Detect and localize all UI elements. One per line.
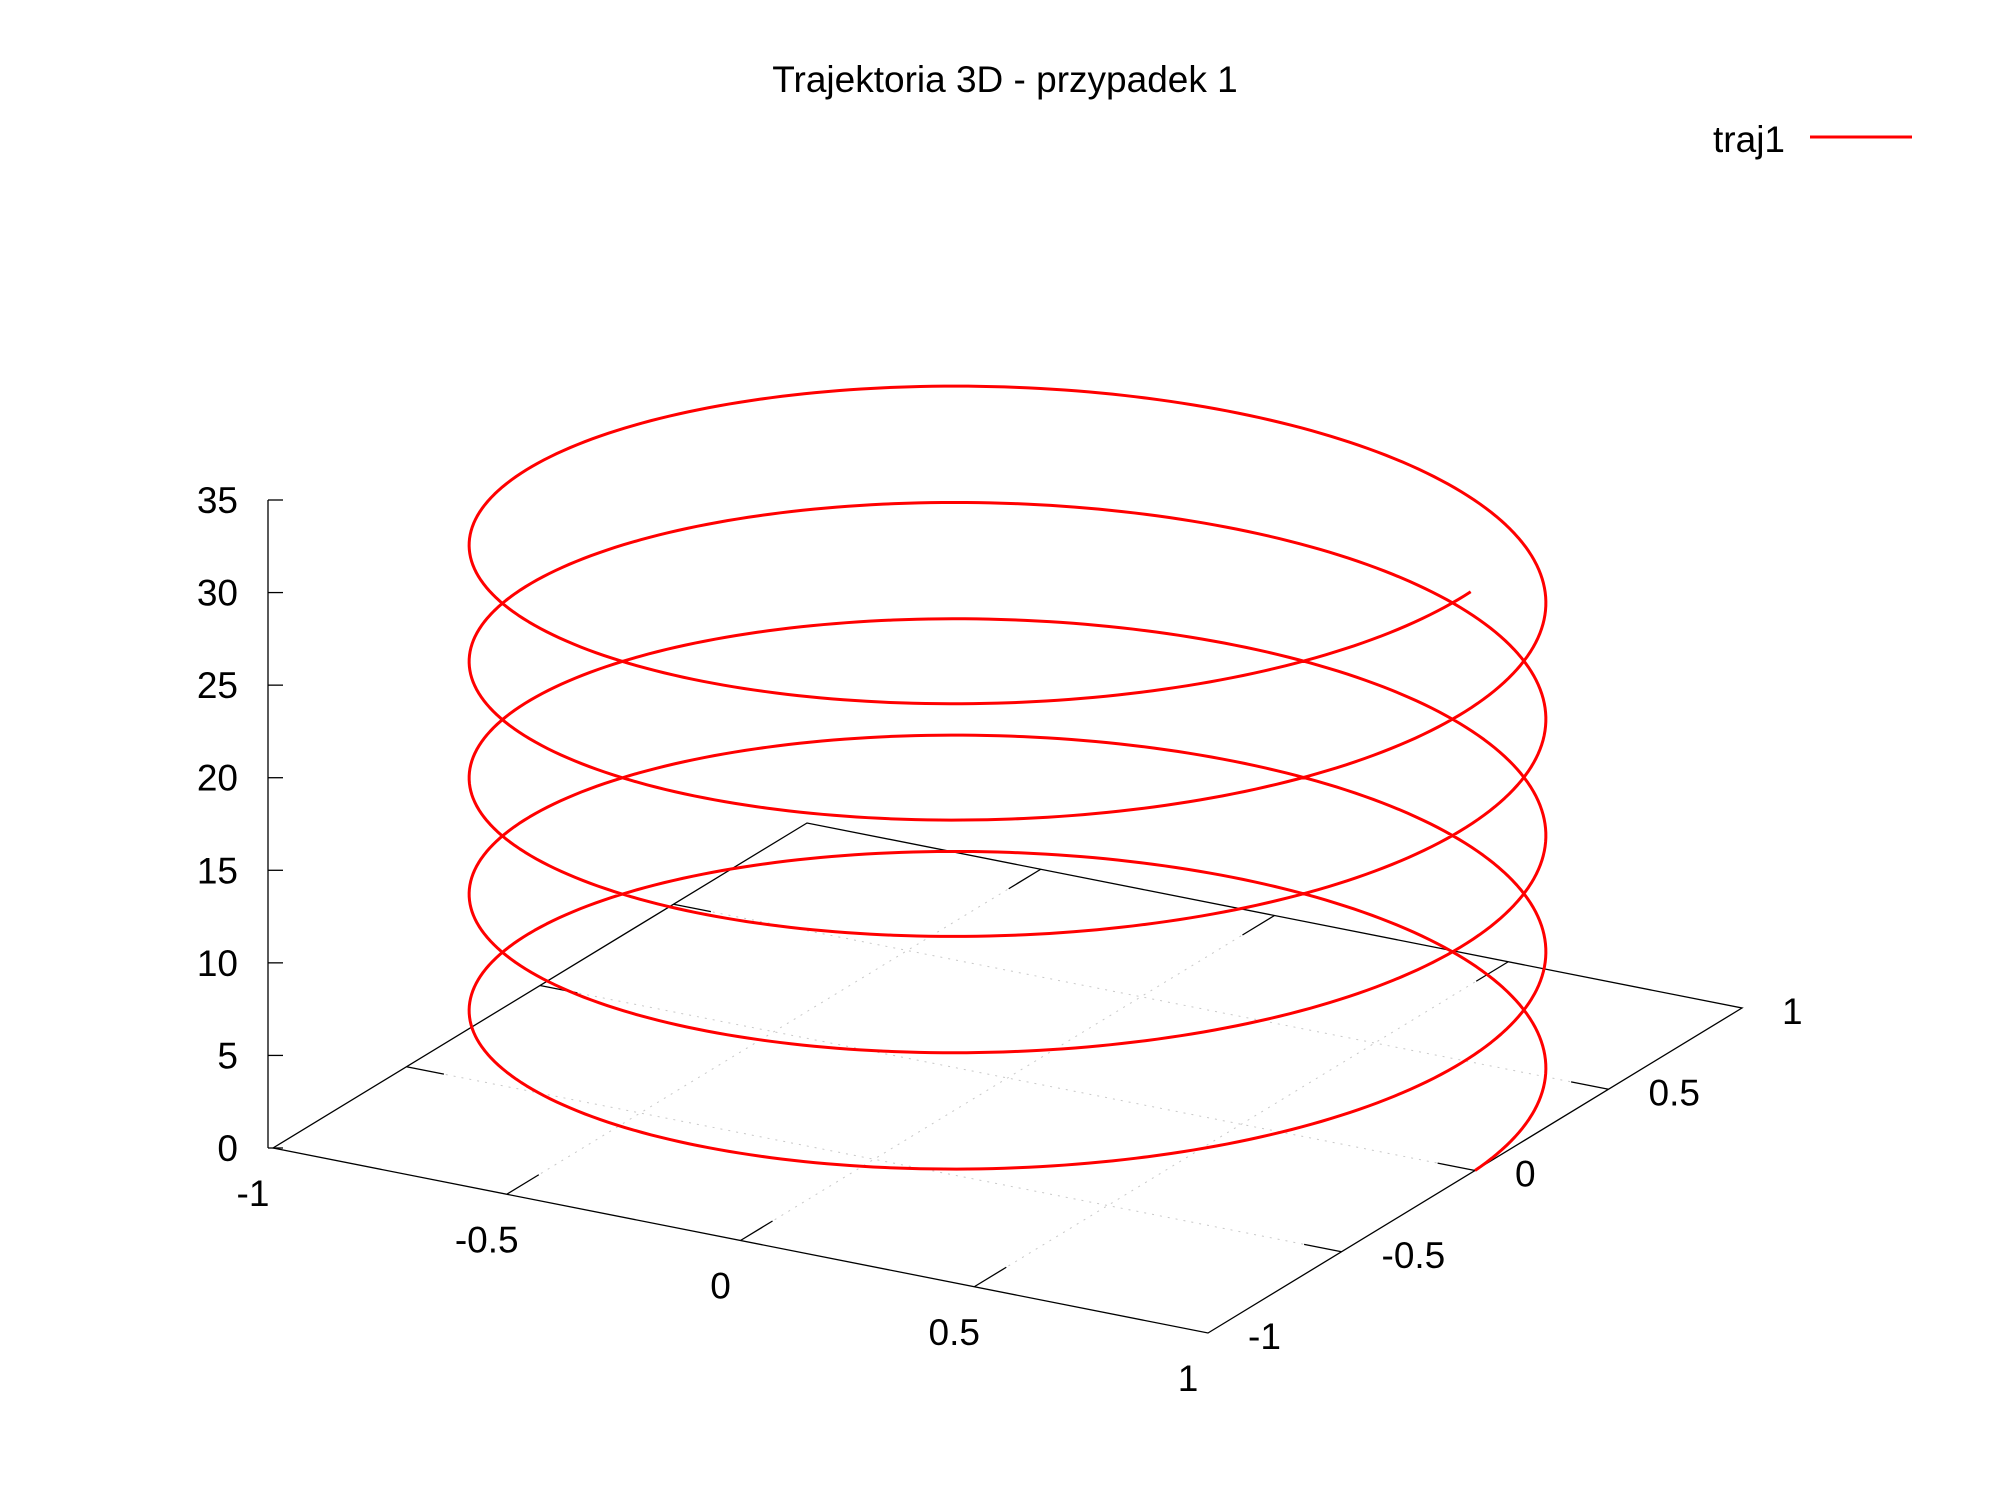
x-tick [506, 1174, 540, 1195]
legend-label: traj1 [1713, 119, 1785, 160]
x-tick-label: 1 [1178, 1358, 1199, 1399]
z-tick-label: 5 [217, 1035, 238, 1076]
grid-line-y [406, 1066, 1342, 1253]
z-tick-label: 30 [197, 573, 238, 614]
y-tick [1303, 1243, 1342, 1253]
x-tick-label: 0.5 [929, 1312, 980, 1353]
y-tick-label: 0 [1515, 1154, 1536, 1195]
grid-line-x [506, 868, 1042, 1195]
z-tick-label: 25 [197, 665, 238, 706]
tick-labels: 0 5 10 15 20 25 30 35 -1 -0.5 0 0.5 1 -1 -0.5 0 0.5 1 [197, 480, 1803, 1399]
x-tick-back [1008, 868, 1042, 890]
series-traj1-line [467, 384, 1548, 1172]
x-tick-back [1242, 914, 1275, 936]
grid [406, 868, 1609, 1288]
x-tick [973, 1266, 1007, 1288]
grid-line-x [740, 915, 1275, 1241]
z-tick-label: 35 [197, 480, 238, 521]
legend: traj1 [1713, 119, 1912, 160]
x-tick-back [1475, 961, 1509, 982]
y-tick-label: -0.5 [1382, 1235, 1446, 1276]
y-tick-back [673, 903, 712, 913]
y-tick-label: 1 [1782, 991, 1803, 1032]
x-tick-label: 0 [710, 1266, 731, 1307]
chart-title: Trajektoria 3D - przypadek 1 [772, 59, 1237, 100]
z-tick-label: 15 [197, 850, 238, 891]
x-tick-label: -1 [237, 1173, 270, 1214]
grid-line-x [973, 961, 1509, 1288]
y-tick-label: 0.5 [1649, 1072, 1700, 1113]
series-layer [467, 384, 1548, 1172]
z-tick-label: 20 [197, 758, 238, 799]
y-tick [1570, 1081, 1609, 1090]
y-tick [1437, 1162, 1476, 1172]
floor-border [271, 822, 1744, 1334]
x-tick [740, 1220, 773, 1242]
ticks [268, 499, 1609, 1288]
z-tick-label: 0 [217, 1128, 238, 1169]
y-tick-label: -1 [1248, 1316, 1281, 1357]
x-tick-label: -0.5 [455, 1219, 519, 1260]
grid-line-y [673, 903, 1609, 1090]
z-tick-label: 10 [197, 943, 238, 984]
axes [267, 500, 1744, 1334]
y-tick-back [406, 1066, 445, 1075]
